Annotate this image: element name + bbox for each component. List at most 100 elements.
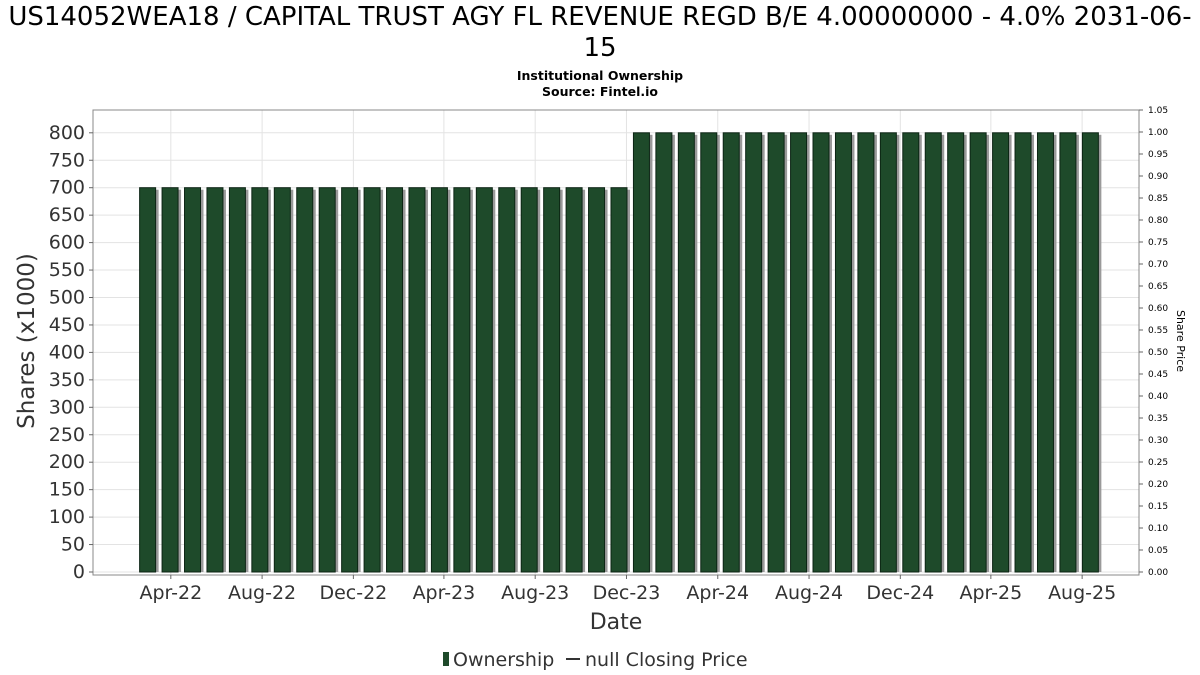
y-tick-label: 500	[49, 287, 85, 309]
ownership-bar	[722, 132, 740, 573]
y-tick-label: 600	[49, 232, 85, 254]
x-tick-label: Apr-24	[686, 582, 749, 604]
y2-tick-label: 0.05	[1148, 546, 1168, 556]
y2-tick-label: 0.65	[1148, 282, 1168, 292]
y-tick-label: 50	[61, 534, 85, 556]
chart-subtitle: Institutional Ownership Source: Fintel.i…	[0, 68, 1200, 100]
y2-tick-label: 0.60	[1148, 304, 1168, 314]
x-tick-label: Dec-22	[319, 582, 387, 604]
y-tick-label: 250	[49, 424, 85, 446]
ownership-bar	[700, 132, 718, 573]
ownership-bar	[1081, 132, 1099, 573]
y2-tick-label: 0.40	[1148, 392, 1168, 402]
y-tick-label: 300	[49, 396, 85, 418]
y-tick-label: 400	[49, 341, 85, 363]
y2-tick-label: 0.20	[1148, 480, 1168, 490]
bar-legend-icon	[443, 652, 449, 666]
ownership-bar	[139, 187, 157, 573]
ownership-bar	[273, 187, 291, 573]
y2-tick-label: 0.35	[1148, 414, 1168, 424]
ownership-bar	[296, 187, 314, 573]
ownership-bar	[565, 187, 583, 573]
y2-tick-label: 0.95	[1148, 150, 1168, 160]
x-tick-label: Aug-22	[228, 582, 296, 604]
y-tick-label: 350	[49, 369, 85, 391]
x-tick-label: Aug-24	[775, 582, 843, 604]
y-tick-label: 200	[49, 451, 85, 473]
plot-border	[92, 109, 1140, 576]
y2-tick-label: 0.85	[1148, 194, 1168, 204]
y-tick-label: 750	[49, 149, 85, 171]
ownership-bar	[745, 132, 763, 573]
x-tick-label: Dec-24	[866, 582, 934, 604]
ownership-bar	[251, 187, 269, 573]
y2-tick-label: 0.70	[1148, 260, 1168, 270]
y2-tick-label: 0.30	[1148, 436, 1168, 446]
bars	[139, 132, 1102, 573]
ownership-bar	[677, 132, 695, 573]
y2-tick-label: 0.75	[1148, 238, 1168, 248]
ownership-bar	[408, 187, 426, 573]
y2-tick-label: 0.45	[1148, 370, 1168, 380]
ownership-bar	[588, 187, 606, 573]
ownership-bar	[902, 132, 920, 573]
y2-tick-label: 0.90	[1148, 172, 1168, 182]
ownership-bar	[879, 132, 897, 573]
x-tick-label: Apr-22	[139, 582, 202, 604]
y2-tick-label: 0.10	[1148, 524, 1168, 534]
ownership-bar	[453, 187, 471, 573]
x-tick-label: Apr-23	[413, 582, 476, 604]
y2-tick-label: 1.05	[1148, 106, 1168, 116]
ownership-bar	[520, 187, 538, 573]
ownership-bar	[790, 132, 808, 573]
y-tick-label: 0	[73, 561, 85, 583]
ownership-bar	[498, 187, 516, 573]
ownership-bar	[206, 187, 224, 573]
ownership-bar	[543, 187, 561, 573]
y-tick-label: 700	[49, 177, 85, 199]
ownership-bar	[857, 132, 875, 573]
ownership-bar	[184, 187, 202, 573]
y2-tick-label: 0.50	[1148, 348, 1168, 358]
ownership-bar	[834, 132, 852, 573]
legend: Ownership null Closing Price	[443, 649, 748, 671]
legend-label-closing-price: null Closing Price	[585, 649, 748, 671]
ownership-bar	[1014, 132, 1032, 573]
y-tick-label: 100	[49, 506, 85, 528]
y-axis-ticks: 0 50 100 150 200 250 300 350 400 450 500 550 600 650 7…	[49, 122, 93, 583]
ownership-bar	[430, 187, 448, 573]
y-tick-label: 450	[49, 314, 85, 336]
ownership-bar	[655, 132, 673, 573]
ownership-bar	[1059, 132, 1077, 573]
x-tick-label: Aug-25	[1048, 582, 1116, 604]
ownership-bar	[812, 132, 830, 573]
ownership-bar	[386, 187, 404, 573]
y2-axis-ticks: 0.00 0.05 0.10 0.15 0.20 0.25 0.30 0.35 0.40 0.45…	[1139, 106, 1168, 578]
y-tick-label: 800	[49, 122, 85, 144]
ownership-bar	[632, 132, 650, 573]
ownership-bar	[767, 132, 785, 573]
y2-tick-label: 0.25	[1148, 458, 1168, 468]
y2-axis-label: Share Price	[1174, 310, 1187, 372]
source-line: Source: Fintel.io	[542, 84, 658, 99]
ownership-bar	[992, 132, 1010, 573]
y-tick-label: 650	[49, 204, 85, 226]
y-tick-label: 150	[49, 479, 85, 501]
y2-tick-label: 0.80	[1148, 216, 1168, 226]
x-axis-ticks: Apr-22 Aug-22 Dec-22 Apr-23 Aug-23 Dec-23 Apr-…	[139, 575, 1116, 604]
ownership-bar	[228, 187, 246, 573]
ownership-bar	[341, 187, 359, 573]
subtitle-line: Institutional Ownership	[516, 68, 684, 83]
y-tick-label: 550	[49, 259, 85, 281]
ownership-bar	[475, 187, 493, 573]
ownership-bar	[610, 187, 628, 573]
ownership-bar	[161, 187, 179, 573]
x-tick-label: Aug-23	[501, 582, 569, 604]
ownership-bar	[1036, 132, 1054, 573]
ownership-bar	[969, 132, 987, 573]
legend-label-ownership: Ownership	[453, 649, 554, 671]
y2-tick-label: 0.00	[1148, 568, 1168, 578]
y2-tick-label: 1.00	[1148, 128, 1168, 138]
x-axis-label: Date	[590, 610, 643, 635]
y-axis-label: Shares (x1000)	[14, 253, 40, 429]
